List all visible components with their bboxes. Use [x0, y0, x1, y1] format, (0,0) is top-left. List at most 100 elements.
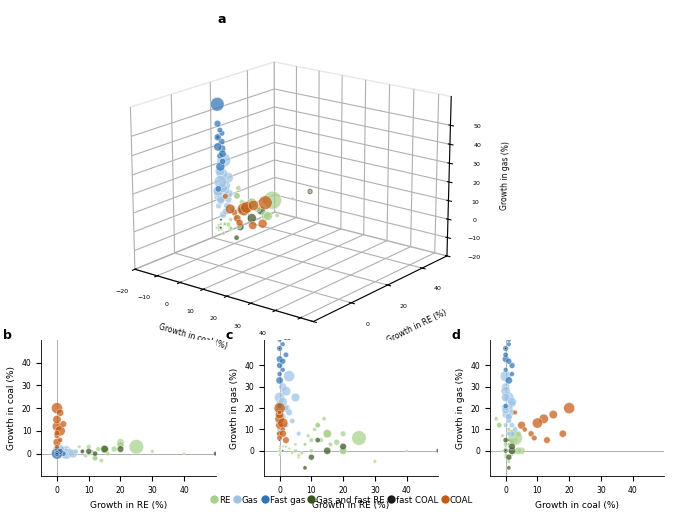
- Point: [51, 447, 62, 455]
- Text: a: a: [218, 13, 226, 26]
- Point: [503, 457, 514, 466]
- Point: [274, 410, 285, 419]
- Point: [51, 429, 62, 437]
- Point: [500, 447, 511, 455]
- Point: [51, 450, 62, 458]
- Point: [51, 447, 62, 455]
- Point: [274, 330, 285, 338]
- Point: [500, 308, 511, 316]
- Y-axis label: Growth in gas (%): Growth in gas (%): [229, 368, 238, 449]
- Point: [284, 408, 295, 417]
- Point: [51, 447, 62, 455]
- Point: [51, 438, 62, 447]
- Point: [290, 393, 301, 402]
- Point: [500, 383, 511, 391]
- Point: [51, 450, 62, 458]
- Point: [306, 447, 317, 455]
- Point: [353, 434, 364, 442]
- Point: [51, 445, 62, 453]
- Point: [86, 447, 97, 455]
- Point: [332, 438, 342, 447]
- Text: d: d: [451, 329, 460, 342]
- Point: [503, 404, 514, 412]
- Point: [274, 430, 285, 438]
- Point: [55, 408, 66, 417]
- Point: [51, 445, 62, 453]
- Point: [506, 442, 517, 451]
- Point: [51, 445, 62, 453]
- Y-axis label: Growth in RE (%): Growth in RE (%): [386, 308, 449, 345]
- Point: [77, 447, 88, 455]
- Point: [51, 450, 62, 458]
- Point: [503, 376, 514, 385]
- Point: [309, 425, 320, 434]
- Point: [503, 336, 514, 344]
- Point: [500, 447, 511, 455]
- Point: [322, 447, 333, 455]
- Point: [500, 402, 511, 410]
- Point: [67, 450, 78, 458]
- Point: [274, 410, 285, 419]
- Point: [338, 430, 349, 438]
- Point: [51, 432, 62, 440]
- Point: [277, 398, 288, 406]
- Point: [74, 443, 85, 451]
- Point: [61, 450, 72, 458]
- Point: [277, 425, 288, 434]
- Point: [494, 421, 505, 430]
- Point: [51, 445, 62, 453]
- Point: [210, 450, 221, 458]
- Point: [500, 442, 511, 451]
- Point: [51, 450, 62, 458]
- Point: [500, 387, 511, 395]
- Point: [55, 447, 66, 455]
- Point: [58, 447, 68, 455]
- Point: [55, 450, 66, 458]
- Point: [401, 447, 412, 455]
- Point: [61, 450, 72, 458]
- Point: [51, 443, 62, 451]
- Point: [51, 452, 62, 460]
- Point: [109, 445, 120, 453]
- X-axis label: Growth in coal (%): Growth in coal (%): [535, 501, 619, 510]
- Point: [99, 445, 110, 453]
- Point: [497, 432, 508, 440]
- Point: [277, 413, 288, 421]
- Point: [503, 440, 514, 449]
- Point: [503, 413, 514, 421]
- Point: [312, 421, 323, 430]
- Point: [58, 450, 68, 458]
- Point: [500, 440, 511, 449]
- Point: [315, 436, 326, 444]
- Point: [503, 447, 514, 455]
- Point: [558, 430, 569, 438]
- Point: [500, 447, 511, 455]
- Point: [299, 440, 310, 449]
- Point: [115, 438, 126, 447]
- Point: [102, 450, 113, 458]
- Point: [277, 442, 288, 451]
- Point: [500, 351, 511, 359]
- Point: [277, 430, 288, 438]
- Point: [61, 450, 72, 458]
- Point: [64, 447, 75, 455]
- Point: [58, 450, 68, 458]
- Point: [277, 357, 288, 365]
- Point: [500, 444, 511, 453]
- Point: [51, 416, 62, 424]
- Point: [500, 345, 511, 353]
- Point: [51, 450, 62, 458]
- Point: [51, 450, 62, 458]
- Point: [325, 440, 336, 449]
- Point: [274, 421, 285, 430]
- Point: [71, 447, 82, 455]
- Point: [500, 453, 511, 461]
- Point: [500, 447, 511, 455]
- Text: b: b: [3, 329, 12, 342]
- Point: [506, 400, 517, 408]
- Point: [494, 421, 505, 430]
- Point: [51, 450, 62, 458]
- Point: [506, 436, 517, 444]
- Point: [500, 366, 511, 374]
- Point: [115, 440, 126, 449]
